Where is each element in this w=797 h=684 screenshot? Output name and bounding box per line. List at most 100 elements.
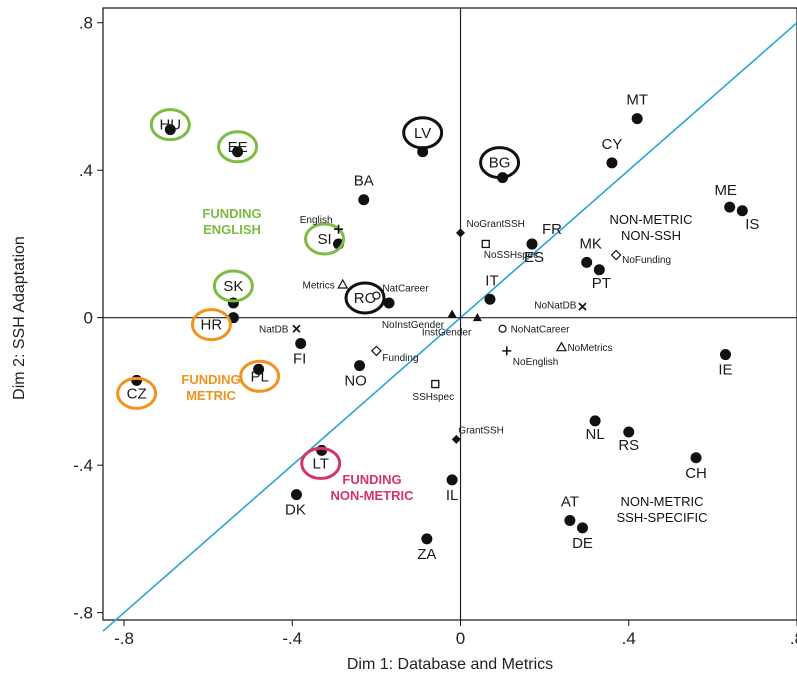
country-point-me bbox=[724, 201, 736, 213]
country-label-ro: RO bbox=[354, 290, 377, 307]
country-highlight-ee bbox=[217, 130, 259, 164]
variable-marker-nofunding bbox=[610, 249, 622, 261]
country-label-cy: CY bbox=[602, 136, 623, 153]
variable-marker-natdb bbox=[292, 324, 301, 333]
country-label-is: IS bbox=[745, 216, 759, 233]
country-label-de: DE bbox=[572, 535, 593, 552]
country-point-ch bbox=[690, 452, 702, 464]
country-highlight-lv bbox=[402, 116, 444, 150]
variable-label-instgender: InstGender bbox=[422, 328, 472, 339]
country-label-si: SI bbox=[317, 231, 331, 248]
country-point-hu bbox=[164, 124, 176, 136]
country-label-fr: FR bbox=[542, 221, 562, 238]
y-tick-label: .4 bbox=[79, 161, 93, 180]
country-label-pt: PT bbox=[592, 275, 611, 292]
variable-marker-noinstgender bbox=[447, 309, 457, 318]
country-highlight-pl bbox=[239, 359, 281, 393]
country-highlight-hr bbox=[190, 308, 232, 342]
variable-marker-funding bbox=[371, 345, 382, 357]
variable-marker-nonatdb bbox=[578, 302, 587, 311]
reference-line bbox=[102, 22, 797, 632]
cluster-label-3: FUNDING NON-METRIC bbox=[330, 472, 414, 503]
variable-label-natcareer: NatCareer bbox=[382, 284, 429, 295]
country-highlight-hu bbox=[149, 108, 191, 142]
x-tick-label: 0 bbox=[456, 629, 465, 648]
country-point-dk bbox=[290, 489, 302, 501]
country-point-nl bbox=[589, 415, 601, 427]
country-label-cz: CZ bbox=[127, 385, 147, 402]
country-point-de bbox=[576, 522, 588, 534]
variable-marker-grantssh bbox=[451, 434, 461, 444]
country-point-es bbox=[526, 238, 538, 250]
variable-label-english: English bbox=[300, 215, 333, 226]
country-label-ee: EE bbox=[228, 139, 248, 156]
country-label-dk: DK bbox=[285, 502, 306, 519]
variable-label-nosshspec: NoSSHspec bbox=[484, 250, 538, 261]
country-point-sk bbox=[227, 297, 239, 309]
y-axis-title: Dim 2: SSH Adaptation bbox=[11, 236, 28, 400]
country-highlight-ro bbox=[344, 281, 386, 315]
country-label-za: ZA bbox=[417, 546, 436, 563]
country-label-mt: MT bbox=[626, 92, 648, 109]
variable-marker-natcareer bbox=[372, 291, 381, 300]
country-point-pl bbox=[253, 363, 265, 375]
country-highlight-lt bbox=[300, 446, 342, 480]
country-point-at bbox=[564, 514, 576, 526]
country-label-fi: FI bbox=[293, 350, 306, 367]
country-point-no bbox=[354, 360, 366, 372]
country-point-cy bbox=[606, 157, 618, 169]
country-point-pt bbox=[593, 264, 605, 276]
cluster-label-2: FUNDING METRIC bbox=[181, 372, 240, 403]
country-point-ro bbox=[383, 297, 395, 309]
country-label-me: ME bbox=[714, 182, 737, 199]
country-point-ie bbox=[719, 349, 731, 361]
country-label-ie: IE bbox=[718, 362, 732, 379]
variable-marker-nosshspec bbox=[481, 239, 490, 249]
country-label-pl: PL bbox=[250, 368, 268, 385]
cluster-label-1: FUNDING ENGLISH bbox=[202, 206, 261, 237]
variable-label-noenglish: NoEnglish bbox=[513, 357, 559, 368]
variable-marker-noenglish bbox=[502, 346, 512, 356]
country-point-rs bbox=[623, 426, 635, 438]
variable-label-nofunding: NoFunding bbox=[622, 255, 671, 266]
variable-marker-nograntssh bbox=[456, 228, 466, 238]
variable-label-nometrics: NoMetrics bbox=[567, 343, 612, 354]
variable-marker-instgender bbox=[472, 313, 482, 322]
y-tick-label: -.4 bbox=[73, 456, 93, 475]
country-label-hu: HU bbox=[159, 117, 181, 134]
y-tick-label: .8 bbox=[79, 14, 93, 33]
country-label-il: IL bbox=[446, 487, 459, 504]
country-label-hr: HR bbox=[201, 317, 223, 334]
country-label-sk: SK bbox=[223, 278, 243, 295]
country-label-es: ES bbox=[524, 249, 544, 266]
country-label-it: IT bbox=[485, 272, 498, 289]
country-point-cz bbox=[131, 374, 143, 386]
country-point-mt bbox=[631, 113, 643, 125]
variable-label-nonatcareer: NoNatCareer bbox=[511, 325, 571, 336]
country-point-mk bbox=[581, 256, 593, 268]
country-point-ba bbox=[358, 194, 370, 206]
variable-label-natdb: NatDB bbox=[259, 325, 289, 336]
country-label-ba: BA bbox=[354, 173, 374, 190]
country-label-lt: LT bbox=[313, 455, 329, 472]
country-highlight-sk bbox=[212, 269, 254, 303]
variable-label-noinstgender: NoInstGender bbox=[382, 320, 445, 331]
country-point-il bbox=[446, 474, 458, 486]
x-tick-label: -.8 bbox=[114, 629, 134, 648]
country-point-ee bbox=[232, 146, 244, 158]
variable-marker-english bbox=[334, 224, 344, 234]
variable-marker-nonatcareer bbox=[498, 324, 507, 333]
country-highlight-si bbox=[304, 222, 346, 256]
x-tick-label: -.4 bbox=[282, 629, 302, 648]
variable-label-metrics: Metrics bbox=[303, 281, 335, 292]
country-label-rs: RS bbox=[618, 437, 639, 454]
x-tick-label: .8 bbox=[790, 629, 797, 648]
x-tick-label: .4 bbox=[622, 629, 636, 648]
country-label-ch: CH bbox=[685, 465, 707, 482]
variable-marker-sshspec bbox=[431, 379, 440, 389]
country-point-za bbox=[421, 533, 433, 545]
country-highlight-cz bbox=[116, 376, 158, 410]
country-label-lv: LV bbox=[414, 125, 431, 142]
variable-label-funding: Funding bbox=[382, 353, 418, 364]
